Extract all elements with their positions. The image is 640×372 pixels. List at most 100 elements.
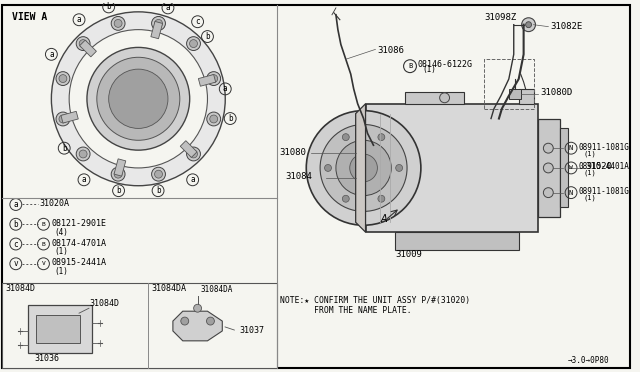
Bar <box>28 305 92 353</box>
Circle shape <box>152 16 165 30</box>
Text: b: b <box>13 220 18 229</box>
Text: 31082E: 31082E <box>550 22 582 31</box>
Circle shape <box>320 125 407 211</box>
Circle shape <box>180 317 189 325</box>
Bar <box>395 232 518 250</box>
Text: A: A <box>380 214 387 224</box>
Text: 31036: 31036 <box>35 354 60 363</box>
Text: 31020A: 31020A <box>40 199 70 208</box>
Circle shape <box>187 147 200 161</box>
Text: a: a <box>13 200 18 209</box>
Text: NOTE:★ CONFIRM THE UNIT ASSY P/#(31020): NOTE:★ CONFIRM THE UNIT ASSY P/#(31020) <box>280 296 470 305</box>
Circle shape <box>207 72 221 86</box>
Text: (1): (1) <box>584 195 596 201</box>
Text: (1): (1) <box>54 267 68 276</box>
Polygon shape <box>151 22 163 39</box>
Bar <box>36 315 80 343</box>
Text: a: a <box>166 3 170 12</box>
Circle shape <box>189 40 198 48</box>
Text: 31084DA: 31084DA <box>200 285 233 294</box>
Text: (1): (1) <box>584 170 596 176</box>
Text: 31080: 31080 <box>280 148 307 157</box>
Text: 31037: 31037 <box>239 326 264 335</box>
Text: (1): (1) <box>584 150 596 157</box>
Circle shape <box>543 143 553 153</box>
Text: b: b <box>205 32 210 41</box>
Text: a: a <box>190 175 195 184</box>
Circle shape <box>378 134 385 141</box>
Circle shape <box>342 134 349 141</box>
Polygon shape <box>198 74 216 86</box>
Text: N: N <box>569 145 573 151</box>
Text: 08121-2901E: 08121-2901E <box>51 219 106 228</box>
Text: b: b <box>228 114 232 123</box>
Circle shape <box>187 37 200 51</box>
Circle shape <box>69 30 207 168</box>
Bar <box>405 92 465 104</box>
Bar <box>560 128 568 208</box>
Circle shape <box>111 16 125 30</box>
Text: B: B <box>408 63 412 69</box>
Text: (4): (4) <box>54 228 68 237</box>
Bar <box>538 119 560 217</box>
Circle shape <box>396 164 403 171</box>
Circle shape <box>207 317 214 325</box>
Text: 08915-2441A: 08915-2441A <box>51 258 106 267</box>
Circle shape <box>155 19 163 27</box>
Bar <box>2 283 276 369</box>
Text: 31084D: 31084D <box>89 299 119 308</box>
Text: 31084D: 31084D <box>5 283 35 292</box>
Text: 31098Z: 31098Z <box>484 13 516 22</box>
Circle shape <box>324 164 332 171</box>
Text: b: b <box>106 2 111 12</box>
Circle shape <box>76 37 90 51</box>
Circle shape <box>59 115 67 123</box>
Circle shape <box>189 150 198 158</box>
Circle shape <box>194 304 202 312</box>
Text: b: b <box>116 186 121 195</box>
Text: 08915-4401A: 08915-4401A <box>579 163 630 171</box>
Circle shape <box>79 150 87 158</box>
Bar <box>365 104 538 232</box>
Text: N: N <box>569 190 573 196</box>
Circle shape <box>543 188 553 198</box>
Polygon shape <box>180 141 197 157</box>
Text: a: a <box>49 50 54 59</box>
Text: c: c <box>195 17 200 26</box>
Text: V: V <box>42 261 45 266</box>
Circle shape <box>87 47 189 150</box>
Circle shape <box>97 57 180 140</box>
Text: v: v <box>13 259 18 268</box>
Text: 31009: 31009 <box>395 250 422 259</box>
Circle shape <box>342 195 349 202</box>
Circle shape <box>56 72 70 86</box>
Text: b: b <box>62 144 67 153</box>
Text: FROM THE NAME PLATE.: FROM THE NAME PLATE. <box>280 306 412 315</box>
Circle shape <box>109 69 168 128</box>
Polygon shape <box>79 40 97 57</box>
Text: b: b <box>156 186 161 195</box>
Circle shape <box>378 195 385 202</box>
Circle shape <box>56 112 70 126</box>
Circle shape <box>51 12 225 186</box>
Circle shape <box>525 22 532 28</box>
Circle shape <box>155 170 163 178</box>
Text: c: c <box>13 240 18 248</box>
Text: 31080D: 31080D <box>540 89 573 97</box>
Text: W: W <box>569 166 573 170</box>
Text: 08911-1081G: 08911-1081G <box>579 187 630 196</box>
Circle shape <box>59 75 67 83</box>
Circle shape <box>152 167 165 181</box>
Text: a: a <box>77 15 81 24</box>
Polygon shape <box>356 104 365 232</box>
Circle shape <box>114 170 122 178</box>
Circle shape <box>111 167 125 181</box>
Polygon shape <box>61 111 78 123</box>
Text: B: B <box>42 241 45 247</box>
Circle shape <box>336 140 391 196</box>
Circle shape <box>210 75 218 83</box>
Text: (1): (1) <box>54 247 68 256</box>
Polygon shape <box>173 311 222 341</box>
Text: a: a <box>223 84 228 93</box>
Circle shape <box>522 18 536 32</box>
